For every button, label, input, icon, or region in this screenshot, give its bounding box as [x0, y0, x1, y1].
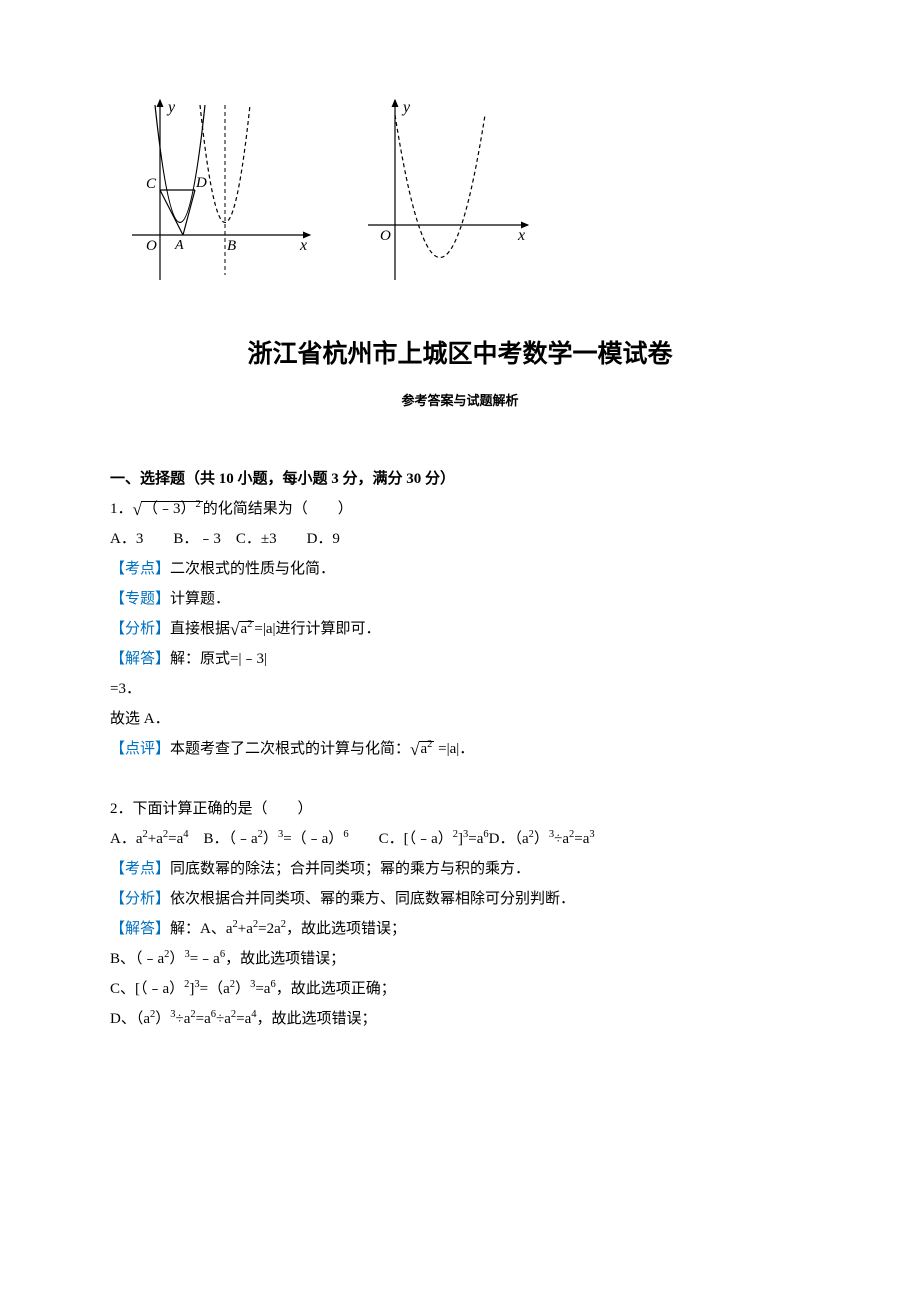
q1-zhuanti: 【专题】计算题．: [110, 584, 810, 614]
kaodian-label: 【考点】: [110, 861, 170, 877]
jieda-label: 【解答】: [110, 921, 170, 937]
sqrt-icon: √（﹣3）2: [133, 501, 203, 518]
q2-a-m2: =a: [168, 831, 183, 847]
zhuanti-label: 【专题】: [110, 591, 170, 607]
q2-d-m2: ÷a: [554, 831, 569, 847]
origin-label: O: [146, 238, 157, 254]
label-A: A: [174, 238, 184, 253]
axis-x-label: x: [299, 237, 307, 254]
t: =a: [236, 1011, 251, 1027]
t: ）: [169, 951, 184, 967]
q1-fenxi: 【分析】直接根据√a2=|a|进行计算即可．: [110, 614, 810, 644]
spacer: [110, 764, 810, 794]
dianping-label: 【点评】: [110, 741, 170, 757]
q1-jieda-text1: 解：原式=|﹣3|: [170, 651, 267, 667]
section-1-heading: 一、选择题（共 10 小题，每小题 3 分，满分 30 分）: [110, 464, 810, 494]
t: ，故此选项正确；: [276, 981, 396, 997]
figure-1: y x O C D A B: [120, 90, 320, 290]
t: C、[（﹣a）: [110, 981, 184, 997]
axis-y-label: y: [166, 99, 176, 116]
t: ÷a: [216, 1011, 231, 1027]
q2-fenxi-text: 依次根据合并同类项、幂的乘方、同底数幂相除可分别判断．: [170, 891, 575, 907]
q1-zhuanti-text: 计算题．: [170, 591, 230, 607]
q2-c-pre: C．[（﹣a）: [349, 831, 453, 847]
q1-kaodian-text: 二次根式的性质与化简．: [170, 561, 335, 577]
q1-jieda-l3: 故选 A．: [110, 704, 810, 734]
q1-stem-suffix: 的化简结果为（ ）: [203, 501, 353, 517]
q2-jieda-C: C、[（﹣a）2]3=（a2）3=a6，故此选项正确；: [110, 974, 810, 1004]
figure-2: y x O: [360, 90, 540, 290]
q1-fenxi-sqrt-sup: 2: [247, 619, 252, 630]
q2-jieda-B: B、（﹣a2）3=﹣a6，故此选项错误；: [110, 944, 810, 974]
kaodian-label: 【考点】: [110, 561, 170, 577]
axis-y-label: y: [401, 99, 411, 116]
q1-jieda-l2: =3．: [110, 674, 810, 704]
q2-kaodian: 【考点】同底数幂的除法；合并同类项；幂的乘方与积的乘方．: [110, 854, 810, 884]
q1-fenxi-suffix: =|a|进行计算即可．: [254, 621, 380, 637]
doc-title: 浙江省杭州市上城区中考数学一模试卷: [110, 330, 810, 380]
q2-b-m1: ）: [263, 831, 278, 847]
t: 解：A、a: [170, 921, 233, 937]
label-B: B: [227, 238, 236, 254]
q2-b-m2: =（﹣a）: [283, 831, 343, 847]
q2-d-m1: ）: [534, 831, 549, 847]
q2-d-pre: D．（a: [489, 831, 529, 847]
q1-options: A．3 B．﹣3 C．±3 D．9: [110, 524, 810, 554]
t: ）: [235, 981, 250, 997]
q2-a-pre: A．a: [110, 831, 143, 847]
q2-kaodian-text: 同底数幂的除法；合并同类项；幂的乘方与积的乘方．: [170, 861, 530, 877]
t: ，故此选项错误；: [225, 951, 345, 967]
t: ）: [155, 1011, 170, 1027]
q2-fenxi: 【分析】依次根据合并同类项、幂的乘方、同底数幂相除可分别判断．: [110, 884, 810, 914]
figures-row: y x O C D A B y x O: [120, 90, 810, 290]
t: ÷a: [176, 1011, 191, 1027]
q1-fenxi-prefix: 直接根据: [170, 621, 230, 637]
sqrt-icon: √a2: [230, 621, 254, 638]
q2-c-m2: =a: [468, 831, 483, 847]
t: =﹣a: [190, 951, 220, 967]
q1-sqrt-body: （﹣3）: [143, 501, 196, 517]
sqrt-icon: √a2: [410, 741, 434, 758]
q1-stem: 1．√（﹣3）2的化简结果为（ ）: [110, 494, 810, 524]
q1-dianping-sqrt-sup: 2: [427, 739, 432, 750]
label-D: D: [195, 175, 207, 191]
t: =2a: [258, 921, 281, 937]
t: B、（﹣a: [110, 951, 164, 967]
q2-stem: 2．下面计算正确的是（ ）: [110, 794, 810, 824]
t: =a: [196, 1011, 211, 1027]
q2-b-pre: B．（﹣a: [189, 831, 258, 847]
q2-jieda-A: 【解答】解：A、a2+a2=2a2，故此选项错误；: [110, 914, 810, 944]
q2-d-m3: =a: [574, 831, 589, 847]
q1-kaodian: 【考点】二次根式的性质与化简．: [110, 554, 810, 584]
q1-jieda-l1: 【解答】解：原式=|﹣3|: [110, 644, 810, 674]
label-C: C: [146, 176, 157, 192]
jieda-label: 【解答】: [110, 651, 170, 667]
q1-dianping-suffix: =|a|．: [434, 741, 474, 757]
fenxi-label: 【分析】: [110, 621, 170, 637]
q1-sqrt-sup: 2: [196, 499, 201, 510]
t: ，故此选项错误；: [257, 1011, 377, 1027]
axis-x-label: x: [517, 227, 525, 244]
t: =（a: [200, 981, 230, 997]
q1-stem-prefix: 1．: [110, 501, 133, 517]
q2-options: A．a2+a2=a4 B．（﹣a2）3=（﹣a）6 C．[（﹣a）2]3=a6D…: [110, 824, 810, 854]
origin-label: O: [380, 228, 391, 244]
q1-dianping-prefix: 本题考查了二次根式的计算与化简：: [170, 741, 410, 757]
fenxi-label: 【分析】: [110, 891, 170, 907]
q1-dianping: 【点评】本题考查了二次根式的计算与化简：√a2 =|a|．: [110, 734, 810, 764]
q2-jieda-D: D、（a2）3÷a2=a6÷a2=a4，故此选项错误；: [110, 1004, 810, 1034]
q2-a-m1: +a: [148, 831, 163, 847]
t: D、（a: [110, 1011, 150, 1027]
page: y x O C D A B y x O 浙江省杭州市上城区中考数学一模试卷 参考…: [0, 0, 920, 1302]
sup: 3: [589, 829, 594, 840]
doc-subtitle: 参考答案与试题解析: [110, 388, 810, 414]
t: +a: [238, 921, 253, 937]
t: =a: [255, 981, 270, 997]
t: ，故此选项错误；: [286, 921, 406, 937]
